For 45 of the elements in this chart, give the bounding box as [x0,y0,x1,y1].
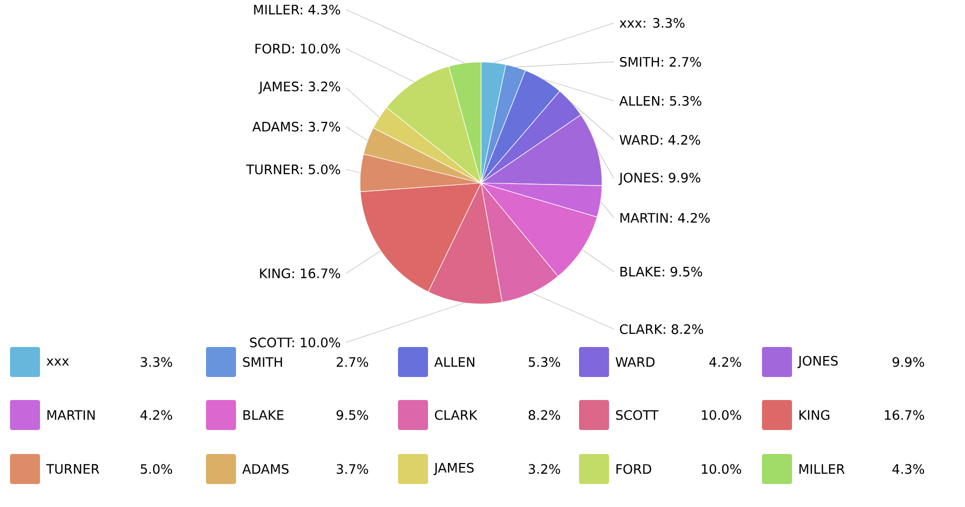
legend-label: xxx [46,358,69,366]
text: CLARK: 8.2% [620,324,704,334]
legend-label: JONES [798,356,838,368]
data-label: 5.0% [140,464,172,474]
text: FORD: 10.0% [256,44,340,54]
text: ADAMS: 3.7% [252,122,340,132]
text: TURNER: 5.0% [246,164,340,174]
data-label: 16.7% [884,410,924,420]
text: MILLER: 4.3% [254,4,340,15]
data-label: 9.5% [336,410,368,420]
legend-label: WARD [616,357,655,367]
data-label: 10.0% [702,464,742,474]
data-label: 8.2% [528,410,560,420]
legend-label: TURNER [46,464,100,474]
legend-label: KING [799,410,830,420]
data-label: 10.0% [702,410,742,420]
text: JONES: 9.9% [618,172,700,185]
data-label: 3.7% [336,464,368,474]
text: BLAKE: 9.5% [620,266,702,277]
legend-label: BLAKE [243,410,284,420]
legend-label: MILLER [799,464,845,474]
data-label: 3.3% [140,357,172,367]
data-label: 4.2% [709,357,742,367]
text: MARTIN: 4.2% [620,212,710,223]
text: SMITH: 2.7% [620,56,702,67]
text: SCOTT: 10.0% [250,338,340,348]
legend-label: ADAMS [242,464,289,474]
legend-label: SCOTT [616,410,658,420]
legend-label: JAMES [434,462,474,476]
text: ALLEN: 5.3% [619,96,702,106]
legend-label: MARTIN [47,410,95,420]
legend-label: FORD [616,464,652,474]
text: WARD: 4.2% [620,134,700,145]
legend-label: CLARK [434,410,478,420]
legend-label: SMITH [243,357,282,367]
data-label: 2.7% [336,357,368,367]
text: KING: 16.7% [260,268,340,278]
data-label: 3.2% [528,464,560,474]
text: xxx: 3.3% [620,18,684,28]
data-label: 4.3% [892,464,924,474]
text: JAMES: 3.2% [258,82,340,94]
legend-label: ALLEN [434,357,474,367]
data-label: 9.9% [892,357,924,367]
data-label: 5.3% [528,357,560,367]
data-label: 4.2% [140,410,172,420]
